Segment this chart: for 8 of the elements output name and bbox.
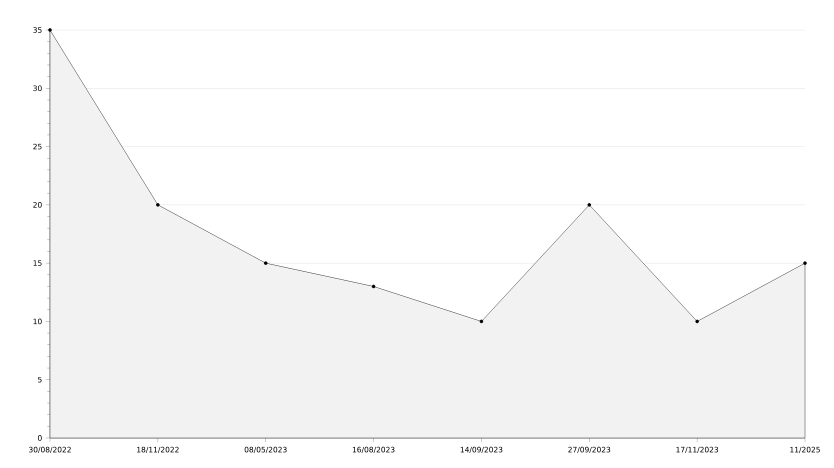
point <box>803 261 807 265</box>
point <box>264 261 268 265</box>
point <box>480 320 484 324</box>
point <box>48 28 52 32</box>
point <box>695 320 699 324</box>
point <box>587 203 592 207</box>
point <box>372 284 376 288</box>
point <box>156 203 160 207</box>
